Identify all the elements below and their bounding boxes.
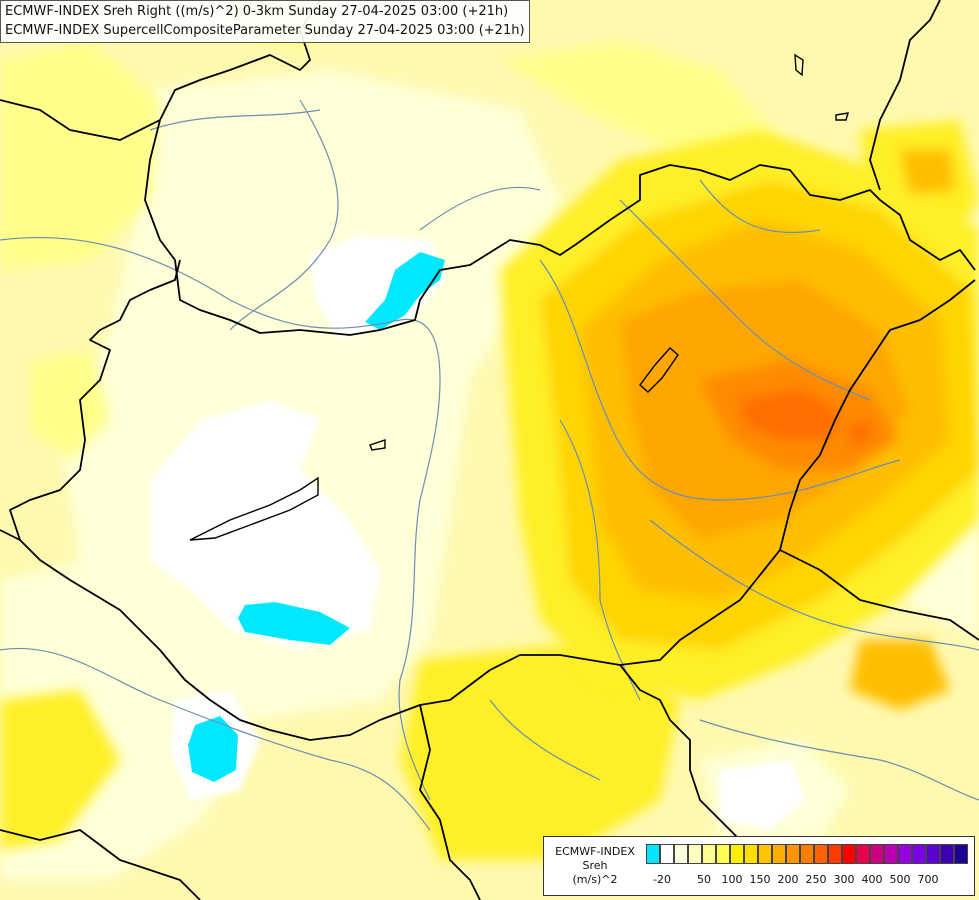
legend-tick-label: 50 (697, 873, 711, 886)
legend-swatch (702, 844, 716, 864)
legend-swatch (926, 844, 940, 864)
legend-swatch (674, 844, 688, 864)
field-negative-sreh-cyan (188, 252, 445, 782)
legend-unit: (m/s)^2 (572, 873, 618, 886)
legend-swatch (716, 844, 730, 864)
legend-swatch (870, 844, 884, 864)
legend-swatch (954, 844, 968, 864)
legend-swatch (786, 844, 800, 864)
legend-swatch (884, 844, 898, 864)
legend-swatch (856, 844, 870, 864)
legend-swatches (646, 844, 968, 866)
legend-tick-label: 700 (917, 873, 939, 886)
legend-tick-label: 250 (805, 873, 827, 886)
map-title-box: ECMWF-INDEX Sreh Right ((m/s)^2) 0-3km S… (0, 0, 530, 43)
title-line-sreh: ECMWF-INDEX Sreh Right ((m/s)^2) 0-3km S… (5, 4, 509, 19)
legend-ticks: -20 50 100 150 200 250 300 400 500 700 (646, 873, 968, 889)
legend-tick-label: 150 (749, 873, 771, 886)
legend-swatch (772, 844, 786, 864)
legend-variable: Sreh (582, 859, 608, 872)
legend-swatch (842, 844, 856, 864)
legend-label: ECMWF-INDEX Sreh (m/s)^2 (548, 845, 642, 887)
legend-tick-label: 200 (777, 873, 799, 886)
legend-swatch (814, 844, 828, 864)
legend-swatch (758, 844, 772, 864)
lakes (189, 53, 849, 541)
rivers (0, 99, 979, 831)
legend-swatch (898, 844, 912, 864)
legend-tick-label: 500 (889, 873, 911, 886)
legend-tick-label: 300 (833, 873, 855, 886)
legend-swatch (940, 844, 954, 864)
legend-swatch (660, 844, 674, 864)
legend-swatch (800, 844, 814, 864)
field-high-sreh (500, 130, 979, 710)
legend-tick-label: -20 (653, 873, 671, 886)
color-legend: ECMWF-INDEX Sreh (m/s)^2 -20 50 100 150 200 2… (543, 836, 975, 896)
legend-swatch (744, 844, 758, 864)
legend-swatch (730, 844, 744, 864)
legend-tick-label: 100 (721, 873, 743, 886)
legend-model: ECMWF-INDEX (555, 845, 635, 858)
legend-swatch (688, 844, 702, 864)
legend-swatch (828, 844, 842, 864)
legend-swatch (912, 844, 926, 864)
legend-tick-label: 400 (861, 873, 883, 886)
legend-swatch (646, 844, 660, 864)
title-line-scp: ECMWF-INDEX SupercellCompositeParameter … (5, 23, 525, 38)
